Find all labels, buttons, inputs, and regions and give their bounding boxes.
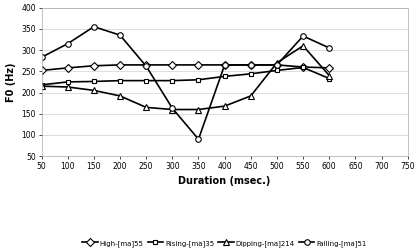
- Y-axis label: F0 (Hz): F0 (Hz): [6, 62, 16, 102]
- X-axis label: Duration (msec.): Duration (msec.): [178, 176, 271, 186]
- Legend: High-[ma]55, Rising-[ma]35, Dipping-[ma]214, Falling-[ma]51: High-[ma]55, Rising-[ma]35, Dipping-[ma]…: [79, 237, 370, 249]
